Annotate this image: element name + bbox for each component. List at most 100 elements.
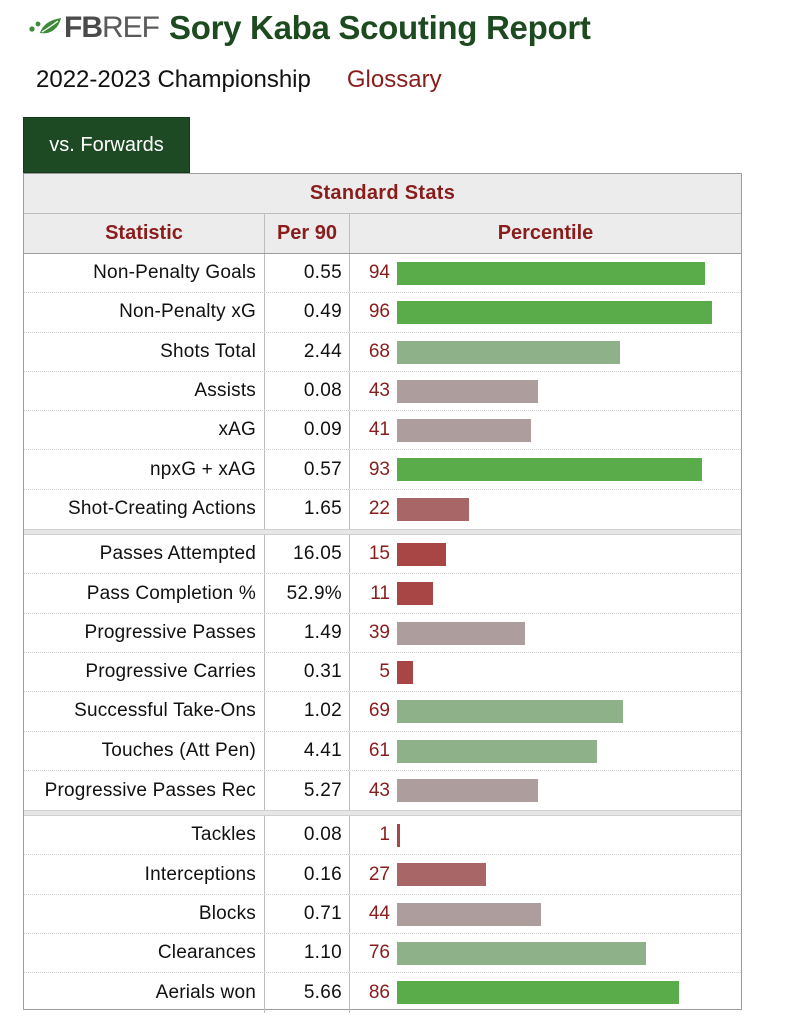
group-separator <box>24 529 741 536</box>
percentile-cell: 68 <box>350 333 741 371</box>
table-row: Assists 0.08 43 <box>24 371 741 412</box>
stat-name: Progressive Passes Rec <box>24 770 265 811</box>
percentile-value: 61 <box>368 739 390 761</box>
stat-name: Passes Attempted <box>24 535 265 574</box>
percentile-value: 27 <box>368 863 390 885</box>
per90-value: 0.71 <box>265 894 350 934</box>
scouting-table: Standard Stats Statistic Per 90 Percenti… <box>23 173 742 1013</box>
column-header-percentile[interactable]: Percentile <box>497 222 594 244</box>
percentile-bar <box>397 824 401 848</box>
table-row: Non-Penalty Goals 0.55 94 <box>24 254 741 294</box>
table-row: Progressive Passes Rec 5.27 43 <box>24 770 741 811</box>
per90-value: 2.44 <box>265 332 350 371</box>
page-header: FBREF Sory Kaba Scouting Report <box>26 4 591 52</box>
per90-value: 0.49 <box>265 293 350 332</box>
per90-value: 0.08 <box>265 371 350 411</box>
table-row: Interceptions 0.16 27 <box>24 855 741 895</box>
percentile-cell: 1 <box>350 816 741 854</box>
per90-value: 1.10 <box>265 934 350 973</box>
per90-value: 4.41 <box>265 731 350 770</box>
percentile-cell: 94 <box>350 254 741 292</box>
table-row: Non-Penalty xG 0.49 96 <box>24 293 741 333</box>
per90-value: 16.05 <box>265 535 350 574</box>
table-row: Aerials won 5.66 86 <box>24 973 741 1013</box>
table-row: Blocks 0.71 44 <box>24 894 741 935</box>
percentile-bar <box>397 497 470 521</box>
stat-name: Aerials won <box>24 973 265 1013</box>
column-header-statistic[interactable]: Statistic <box>24 214 265 253</box>
percentile-bar <box>397 419 532 443</box>
logo-text: FBREF <box>64 11 160 44</box>
season-label: 2022-2023 Championship <box>36 66 311 93</box>
percentile-bar-track <box>397 739 725 763</box>
table-row: Pass Completion % 52.9% 11 <box>24 574 741 614</box>
percentile-bar-track <box>397 419 725 443</box>
percentile-cell: 5 <box>350 653 741 691</box>
percentile-value: 43 <box>368 380 390 402</box>
stat-name: Clearances <box>24 934 265 973</box>
percentile-bar-track <box>397 543 725 567</box>
group-separator <box>24 810 741 817</box>
percentile-value: 41 <box>368 419 390 441</box>
percentile-value: 1 <box>379 824 390 846</box>
stat-name: Tackles <box>24 816 265 855</box>
stat-name: Shot-Creating Actions <box>24 489 265 530</box>
percentile-value: 5 <box>379 661 390 683</box>
per90-value: 5.27 <box>265 770 350 811</box>
table-row: Passes Attempted 16.05 15 <box>24 535 741 575</box>
table-row: xAG 0.09 41 <box>24 411 741 451</box>
stat-name: Shots Total <box>24 332 265 371</box>
table-header-row: Statistic Per 90 Percentile <box>24 214 741 254</box>
percentile-bar-track <box>397 301 725 325</box>
percentile-bar-track <box>397 262 725 285</box>
percentile-value: 69 <box>368 700 390 722</box>
percentile-value: 94 <box>368 262 390 284</box>
table-row: Shot-Creating Actions 1.65 22 <box>24 489 741 530</box>
percentile-bar <box>397 543 447 567</box>
table-row: Clearances 1.10 76 <box>24 934 741 974</box>
percentile-bar <box>397 981 680 1005</box>
percentile-cell: 39 <box>350 614 741 652</box>
stat-name: Pass Completion % <box>24 574 265 613</box>
stat-name: Successful Take-Ons <box>24 692 265 731</box>
percentile-cell: 27 <box>350 855 741 893</box>
stat-group: Passes Attempted 16.05 15 Pass Completion %… <box>24 535 741 811</box>
percentile-cell: 76 <box>350 934 741 972</box>
percentile-bar-track <box>397 824 725 848</box>
per90-value: 0.57 <box>265 450 350 489</box>
stat-group: Tackles 0.08 1 Interceptions 0.16 27 Blocks 0.7… <box>24 816 741 1013</box>
per90-value: 0.31 <box>265 652 350 692</box>
percentile-bar-track <box>397 942 725 966</box>
percentile-bar-track <box>397 902 725 926</box>
stat-name: Non-Penalty xG <box>24 293 265 332</box>
percentile-bar-track <box>397 340 725 364</box>
table-row: Tackles 0.08 1 <box>24 816 741 856</box>
percentile-bar <box>397 340 621 364</box>
stat-name: Progressive Carries <box>24 652 265 692</box>
percentile-bar-track <box>397 458 725 482</box>
percentile-cell: 43 <box>350 372 741 410</box>
percentile-value: 93 <box>368 458 390 480</box>
per90-value: 1.65 <box>265 489 350 530</box>
stat-name: npxG + xAG <box>24 450 265 489</box>
percentile-value: 11 <box>370 582 390 604</box>
per90-value: 0.55 <box>265 254 350 293</box>
percentile-bar <box>397 458 703 482</box>
percentile-bar <box>397 262 706 285</box>
percentile-value: 68 <box>368 340 390 362</box>
tab-vs-forwards[interactable]: vs. Forwards <box>23 117 190 173</box>
fbref-logo[interactable]: FBREF <box>26 8 160 48</box>
percentile-cell: 61 <box>350 732 741 770</box>
percentile-bar-track <box>397 778 725 802</box>
percentile-cell: 43 <box>350 771 741 810</box>
percentile-value: 22 <box>368 498 390 520</box>
percentile-bar-track <box>397 981 725 1005</box>
percentile-bar <box>397 863 486 887</box>
percentile-value: 76 <box>368 942 390 964</box>
percentile-bar <box>397 700 624 724</box>
percentile-bar <box>397 942 647 966</box>
column-header-per90[interactable]: Per 90 <box>265 214 350 253</box>
glossary-link[interactable]: Glossary <box>346 66 442 93</box>
stat-name: Non-Penalty Goals <box>24 254 265 293</box>
percentile-bar <box>397 778 539 802</box>
